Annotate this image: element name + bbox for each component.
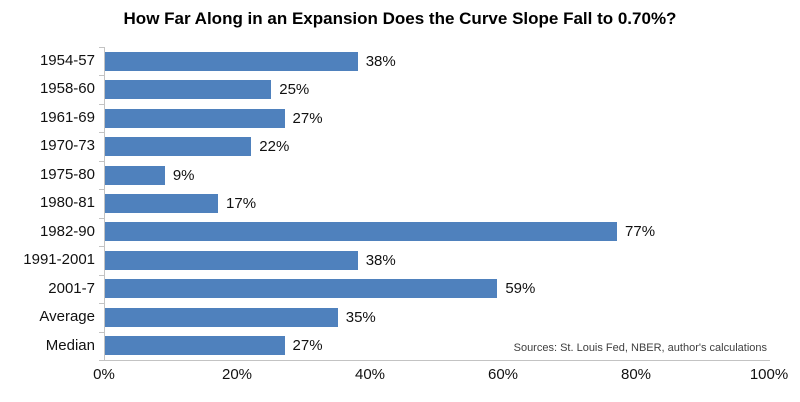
bar-value-label: 9% <box>172 166 195 184</box>
category-label: 1961-69 <box>39 108 95 126</box>
y-axis-tick <box>99 274 105 276</box>
bar <box>105 307 338 327</box>
y-axis-tick <box>99 160 105 162</box>
x-tick-label: 100% <box>749 366 789 383</box>
x-tick-label: 40% <box>354 366 386 383</box>
y-axis-tick <box>99 103 105 105</box>
bar <box>105 194 219 213</box>
x-tick-label: 20% <box>221 366 253 383</box>
bar-value-label: 77% <box>625 223 656 241</box>
bar <box>105 279 498 299</box>
bar-value-label: 17% <box>226 195 257 212</box>
bar <box>105 250 358 270</box>
bar-value-label: 27% <box>292 109 323 127</box>
bar <box>105 108 285 128</box>
category-label: 1980-81 <box>39 194 95 212</box>
category-label: 1954-57 <box>39 52 95 69</box>
bar-value-label: 27% <box>292 337 323 355</box>
category-label: 1982-90 <box>39 222 95 240</box>
bar-value-label: 22% <box>259 138 290 156</box>
plot-area: 38% 25% 27% 22% 9% 17% 77% 38% 59% 35% 27% <box>99 47 770 361</box>
bar-value-label: 35% <box>345 308 376 326</box>
bar <box>105 165 165 185</box>
category-label: 1970-73 <box>39 137 95 155</box>
bar <box>105 80 272 100</box>
category-label: 2001-7 <box>48 279 95 297</box>
x-tick-label: 80% <box>620 366 652 383</box>
bar-value-label: 38% <box>365 52 396 70</box>
y-axis-tick <box>99 331 105 333</box>
category-label: Average <box>39 308 95 326</box>
category-label: 1958-60 <box>39 80 95 98</box>
y-axis-tick <box>99 75 105 77</box>
y-axis-tick <box>99 47 105 48</box>
bar-value-label: 59% <box>505 280 536 298</box>
x-axis-labels: 0% 20% 40% 60% 80% 100% <box>93 366 788 386</box>
y-axis-tick <box>99 360 105 361</box>
y-axis-tick <box>99 246 105 248</box>
chart-title: How Far Along in an Expansion Does the C… <box>123 9 677 28</box>
x-tick-label: 60% <box>487 366 519 383</box>
bar <box>105 222 618 242</box>
x-tick-label: 0% <box>93 366 115 383</box>
y-axis-tick <box>99 189 105 191</box>
bar-value-label: 25% <box>279 81 310 99</box>
source-note: Sources: St. Louis Fed, NBER, author's c… <box>513 342 767 354</box>
bar <box>105 51 358 71</box>
y-axis-tick <box>99 217 105 219</box>
category-label: 1991-2001 <box>23 251 95 269</box>
y-axis-tick <box>99 132 105 134</box>
category-label: Median <box>45 336 95 354</box>
bar <box>105 137 252 157</box>
y-axis-labels: 1954-57 1958-60 1961-69 1970-73 1975-80 1980-… <box>0 47 95 360</box>
bar-value-label: 38% <box>365 251 396 269</box>
bar <box>105 336 285 356</box>
category-label: 1975-80 <box>39 165 95 183</box>
y-axis-tick <box>99 303 105 305</box>
